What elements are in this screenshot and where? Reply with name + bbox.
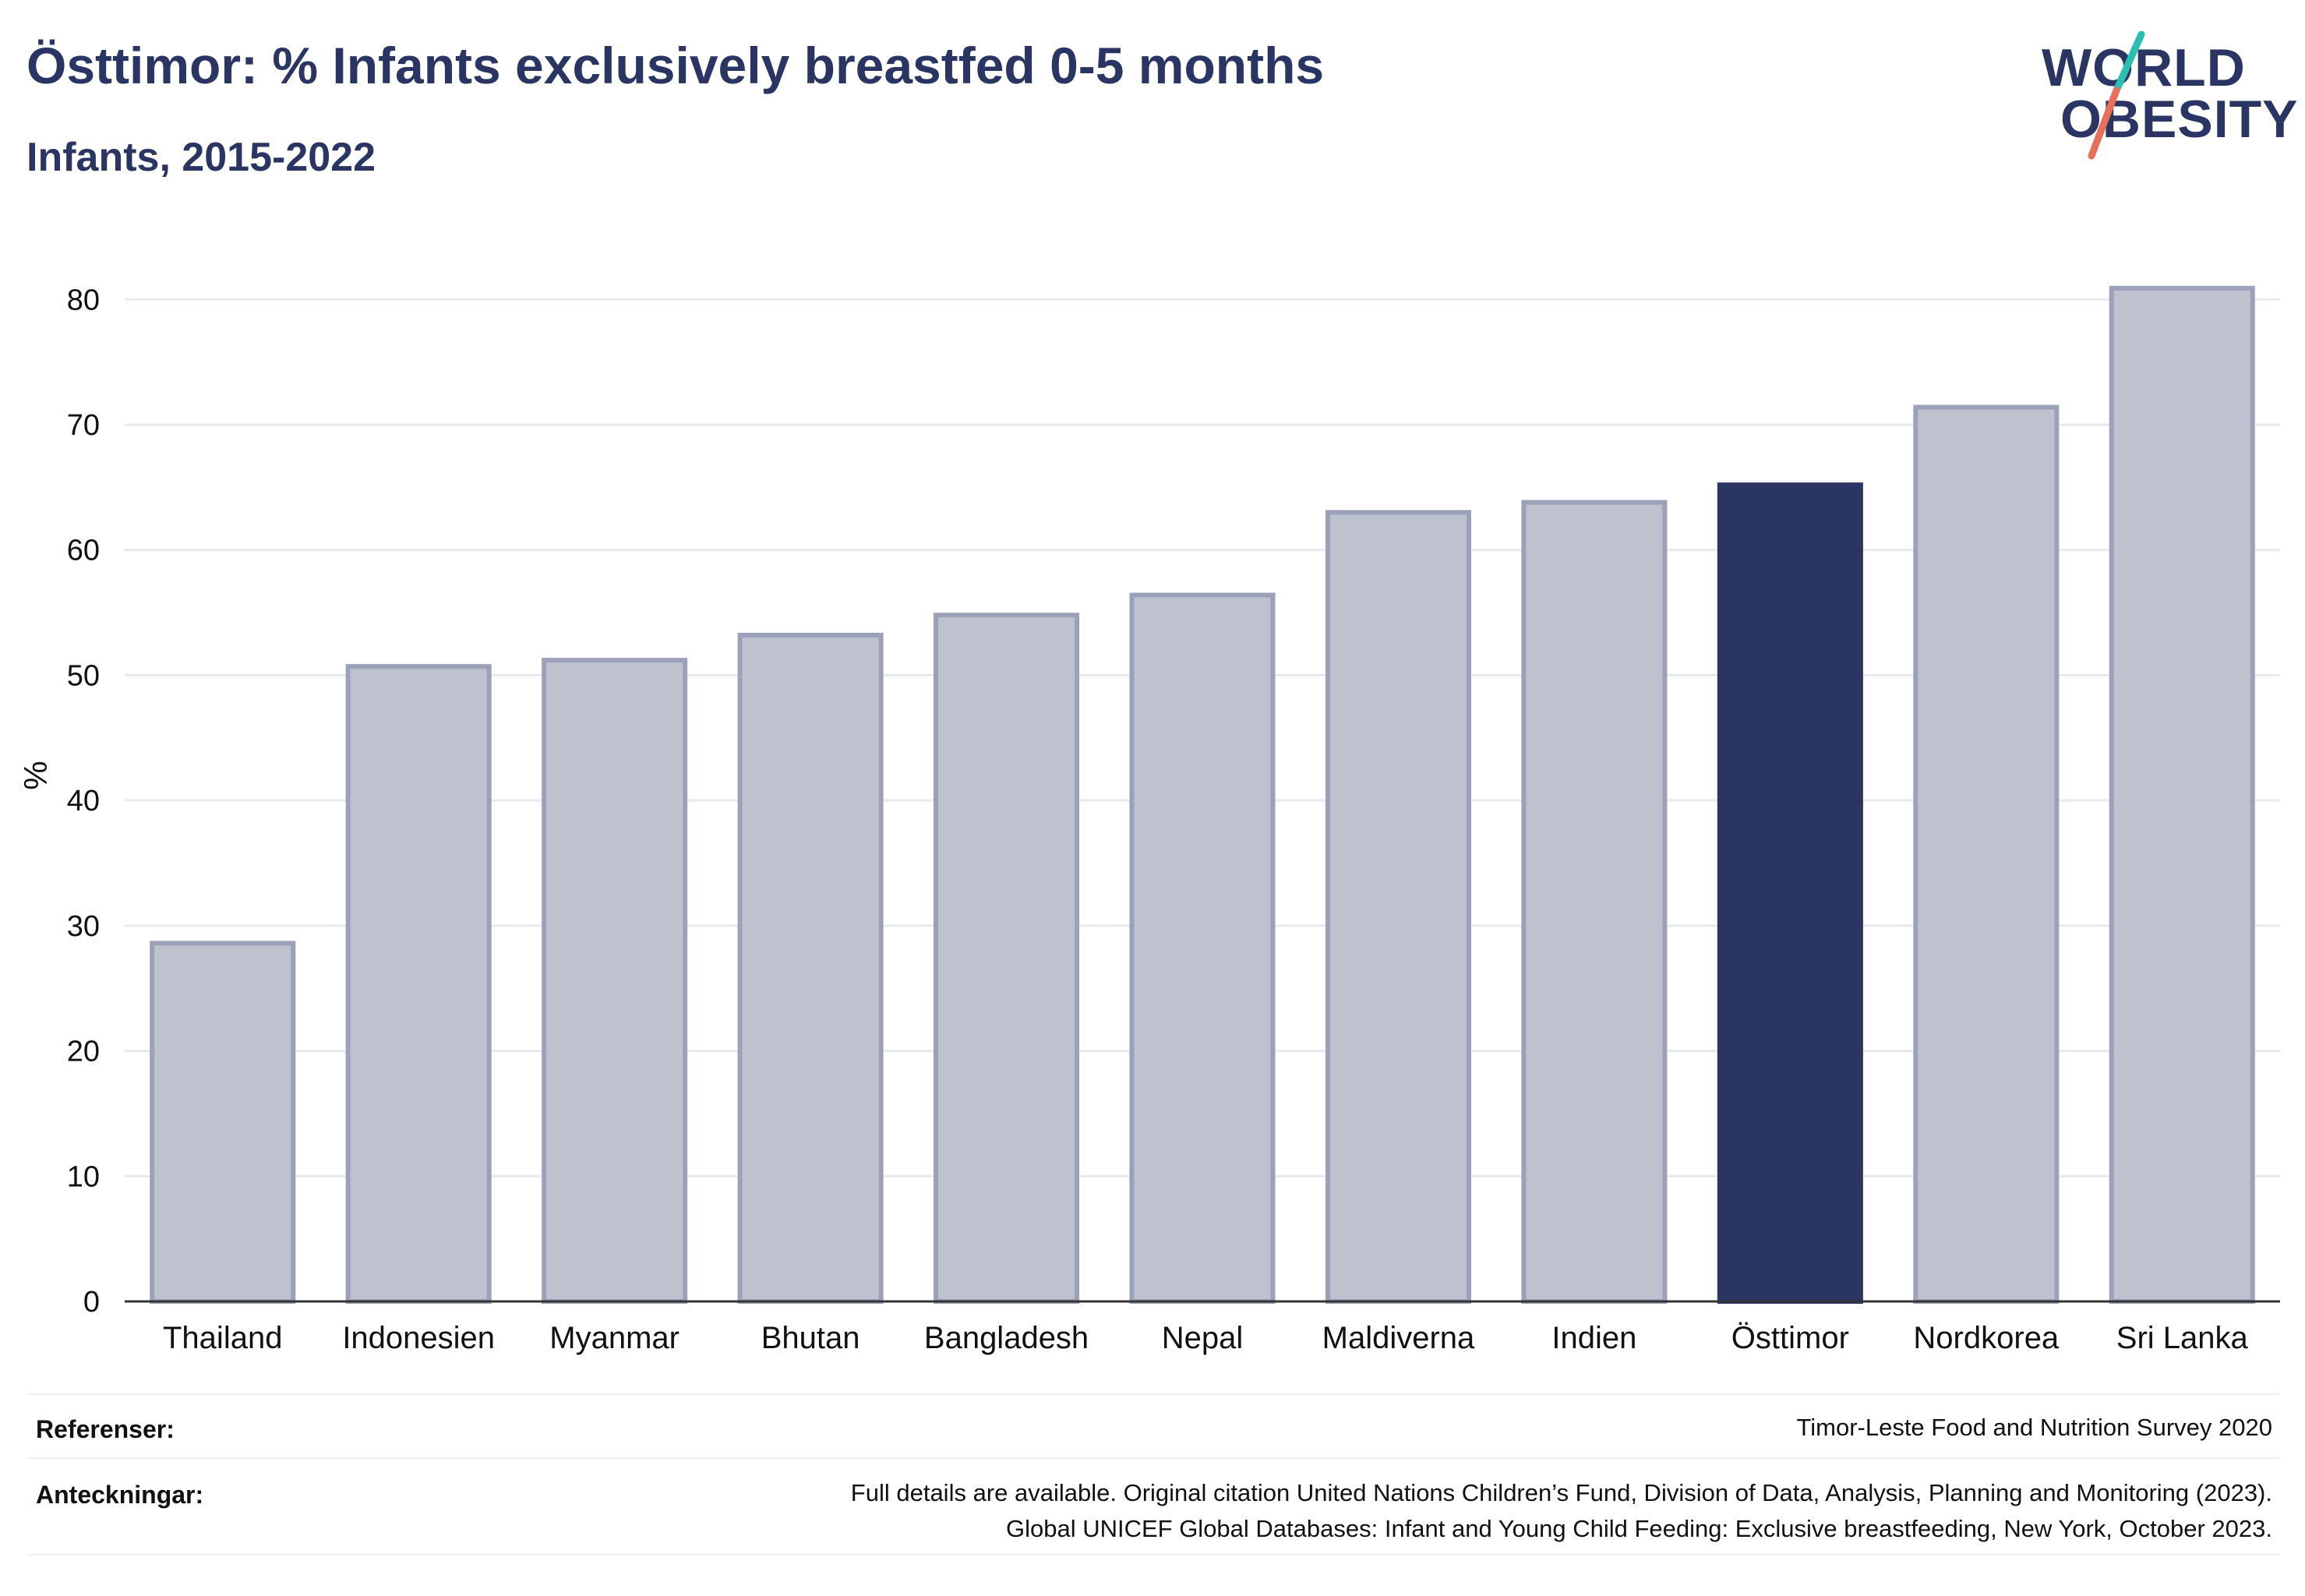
logo-slash-icon	[2088, 31, 2145, 160]
x-tick-label: Indonesien	[342, 1321, 495, 1355]
x-tick-label: Thailand	[163, 1321, 282, 1355]
bar-maldiverna	[1325, 510, 1471, 1304]
bar-bangladesh	[934, 613, 1080, 1304]
references-text: Timor-Leste Food and Nutrition Survey 20…	[1796, 1414, 2272, 1441]
y-tick-labels: 0 10 20 30 40 50 60 70 80	[67, 284, 100, 1319]
x-tick-labels: Thailand Indonesien Myanmar Bhutan Banglades…	[163, 1321, 2249, 1355]
bars	[150, 285, 2255, 1305]
chart-title: Östtimor: % Infants exclusively breastfe…	[26, 37, 1325, 94]
chart-subtitle: Infants, 2015-2022	[26, 135, 376, 180]
x-tick-label: Bangladesh	[924, 1321, 1089, 1355]
y-tick-label: 10	[67, 1160, 100, 1193]
footer-divider-bottom	[26, 1554, 2280, 1555]
bar-thailand	[150, 941, 296, 1305]
notes-label: Anteckningar:	[36, 1481, 204, 1509]
bar-myanmar	[542, 658, 688, 1304]
y-tick-label: 0	[83, 1286, 100, 1319]
x-tick-label: Myanmar	[549, 1321, 679, 1355]
x-tick-label: Nordkorea	[1913, 1321, 2060, 1355]
bar-indonesien	[345, 664, 492, 1304]
bar-indien	[1521, 500, 1668, 1305]
x-tick-label: Bhutan	[761, 1321, 860, 1355]
bar-östtimor	[1717, 482, 1863, 1305]
world-obesity-logo: WORLD OBESITY	[2026, 31, 2298, 171]
bar-sri-lanka	[2109, 285, 2255, 1305]
y-tick-label: 50	[67, 659, 100, 692]
bar-bhutan	[737, 633, 884, 1304]
y-axis-label: %	[17, 761, 54, 789]
y-tick-label: 70	[67, 409, 100, 442]
footer-divider-middle	[26, 1457, 2280, 1459]
x-tick-label: Nepal	[1162, 1321, 1244, 1355]
bar-chart: 0 10 20 30 40 50 60 70 80 Thailand Indonesien Myan…	[17, 284, 2280, 1355]
notes-line-2: Global UNICEF Global Databases: Infant a…	[1005, 1515, 2272, 1542]
logo-line-1: WORLD	[2042, 38, 2246, 97]
notes-line-1: Full details are available. Original cit…	[850, 1479, 2272, 1506]
bar-nordkorea	[1913, 404, 2060, 1304]
x-tick-label: Maldiverna	[1322, 1321, 1475, 1355]
x-tick-label: Indien	[1551, 1321, 1636, 1355]
y-tick-label: 40	[67, 785, 100, 817]
references-label: Referenser:	[36, 1415, 175, 1443]
bar-nepal	[1129, 592, 1276, 1304]
x-tick-label: Östtimor	[1731, 1321, 1849, 1355]
footer-divider-top	[26, 1393, 2280, 1395]
y-tick-label: 80	[67, 284, 100, 316]
x-tick-label: Sri Lanka	[2116, 1321, 2249, 1355]
y-tick-label: 20	[67, 1036, 100, 1068]
y-tick-label: 30	[67, 910, 100, 943]
y-tick-label: 60	[67, 535, 100, 567]
